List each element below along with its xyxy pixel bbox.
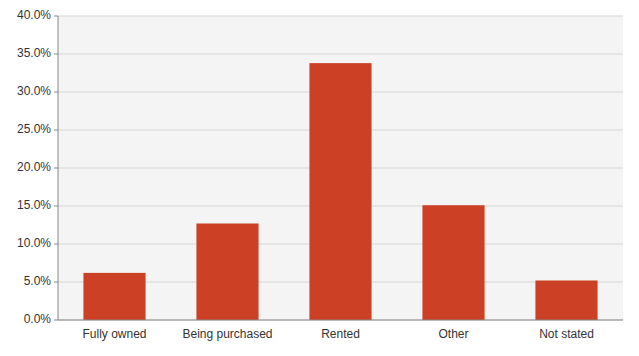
y-grid <box>58 16 623 320</box>
bar <box>535 280 597 320</box>
y-tick-label: 15.0% <box>17 198 51 212</box>
y-tick <box>54 54 58 55</box>
grid-line <box>58 54 623 55</box>
y-tick-label: 35.0% <box>17 46 51 60</box>
y-tick-label: 20.0% <box>17 160 51 174</box>
x-tick-label: Being purchased <box>182 327 272 341</box>
chart-svg: 0.0% 5.0% 10.0% 15.0% 20.0% 25.0% 30.0% 35.0% 40… <box>0 0 639 356</box>
grid-line <box>58 16 623 17</box>
y-tick <box>54 206 58 207</box>
y-tick-label: 10.0% <box>17 236 51 250</box>
bar <box>422 205 484 320</box>
chart-container: 0.0% 5.0% 10.0% 15.0% 20.0% 25.0% 30.0% 35.0% 40… <box>0 0 639 356</box>
y-tick-label: 25.0% <box>17 122 51 136</box>
x-tick-label: Fully owned <box>82 327 146 341</box>
grid-line <box>58 320 623 321</box>
bar <box>83 273 145 320</box>
y-tick <box>54 244 58 245</box>
y-tick <box>54 16 58 17</box>
y-tick-label: 30.0% <box>17 84 51 98</box>
y-tick-label: 5.0% <box>24 274 52 288</box>
y-tick <box>54 92 58 93</box>
y-tick-label: 0.0% <box>24 312 52 326</box>
x-axis: Fully owned Being purchased Rented Other Not… <box>58 320 623 341</box>
y-tick <box>54 282 58 283</box>
x-tick-label: Other <box>438 327 468 341</box>
plot-background <box>58 16 623 320</box>
x-tick-label: Not stated <box>539 327 594 341</box>
y-tick <box>54 168 58 169</box>
x-tick-label: Rented <box>321 327 360 341</box>
x-axis-line <box>58 320 623 321</box>
y-tick <box>54 130 58 131</box>
y-axis: 0.0% 5.0% 10.0% 15.0% 20.0% 25.0% 30.0% 35.0% 40… <box>17 8 58 326</box>
bars <box>83 63 597 320</box>
y-tick <box>54 320 58 321</box>
y-tick-label: 40.0% <box>17 8 51 22</box>
bar <box>196 223 258 320</box>
bar <box>309 63 371 320</box>
y-axis-line <box>58 16 59 320</box>
